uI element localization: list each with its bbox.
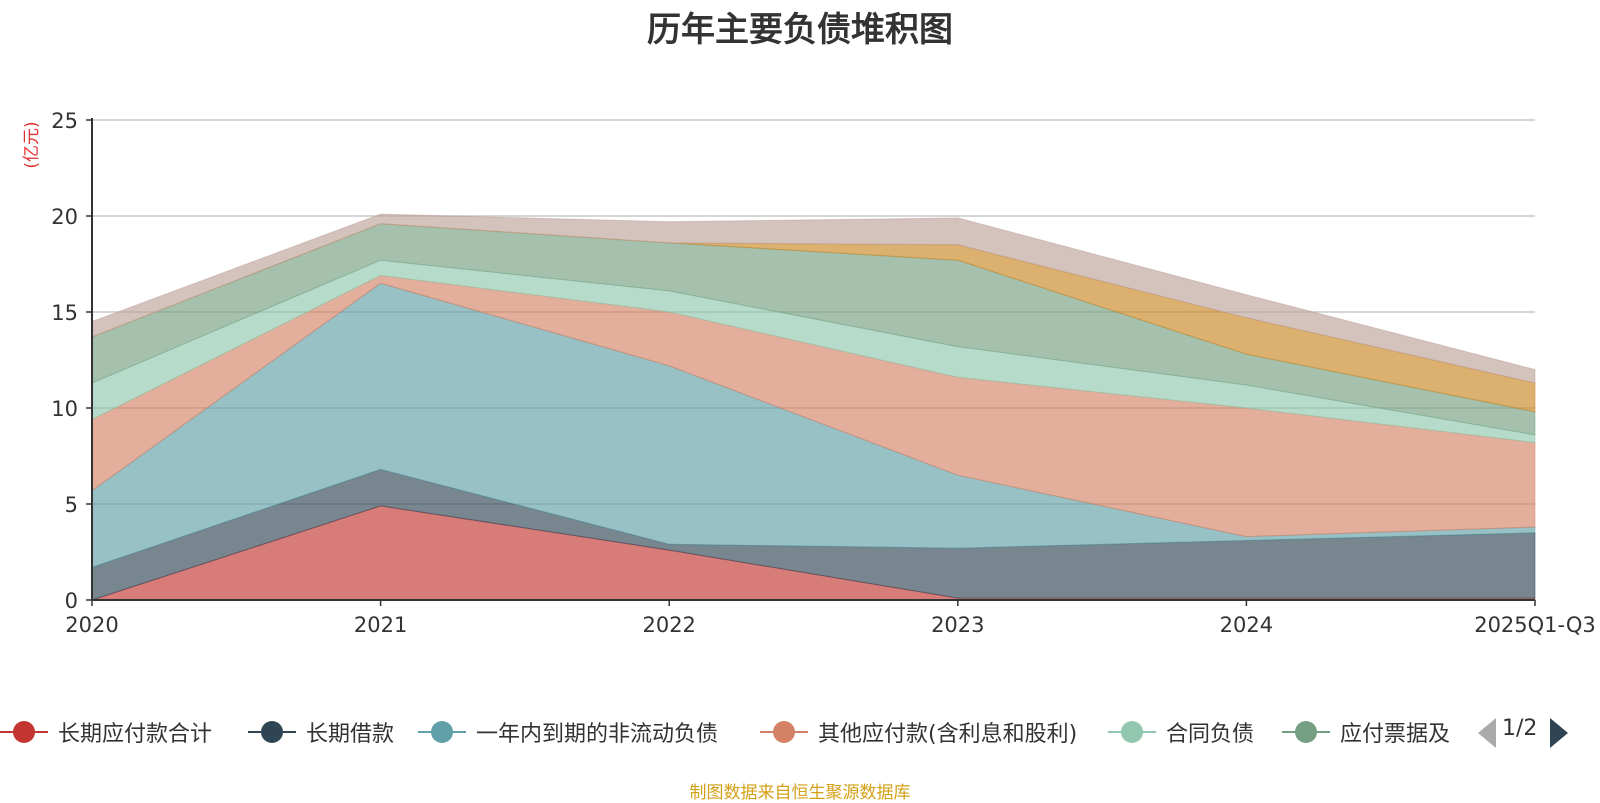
axis-layer: 0 5 10 15 20 25 2020 2021 2022 2023 2024 2025Q1-Q3 — [51, 109, 1596, 637]
legend-label: 长期借款 — [306, 722, 395, 747]
legend-item-current-portion-noncurrent[interactable]: 一年内到期的非流动负债 — [418, 712, 718, 752]
legend-next-icon[interactable] — [1550, 718, 1568, 748]
x-tick-label-2: 2022 — [642, 613, 695, 637]
legend-label: 一年内到期的非流动负债 — [476, 722, 719, 747]
x-tick-label-3: 2023 — [931, 613, 984, 637]
legend-symbol — [248, 719, 296, 745]
legend-pager: 1/2 — [1470, 712, 1600, 752]
data-source-note: 制图数据来自恒生聚源数据库 — [689, 783, 911, 803]
legend-item-notes-accounts-payable[interactable]: 应付票据及 — [1282, 712, 1450, 752]
y-tick-label-15: 15 — [51, 301, 78, 325]
legend-page-indicator: 1/2 — [1502, 716, 1538, 741]
area-layer — [91, 213, 1536, 601]
chart-title: 历年主要负债堆积图 — [647, 10, 953, 50]
y-axis-unit-label: (亿元) — [22, 121, 42, 168]
legend-symbol — [0, 719, 48, 745]
legend-symbol — [418, 719, 466, 745]
legend-item-other-payables[interactable]: 其他应付款(含利息和股利) — [760, 712, 1077, 752]
y-tick-label-0: 0 — [65, 589, 78, 613]
legend-symbol — [1282, 719, 1330, 745]
area-series-7[interactable] — [91, 213, 1536, 384]
legend-label: 其他应付款(含利息和股利) — [818, 722, 1078, 747]
y-tick-label-20: 20 — [51, 205, 78, 229]
legend-item-long-term-loans[interactable]: 长期借款 — [248, 712, 394, 752]
legend-symbol — [1108, 719, 1156, 745]
x-tick-label-4: 2024 — [1220, 613, 1273, 637]
legend: 长期应付款合计 长期借款 一年内到期的非流动负债 其他应付款(含利息和股利) 合… — [0, 712, 1470, 752]
legend-label: 长期应付款合计 — [58, 722, 213, 747]
legend-item-contract-liabilities[interactable]: 合同负债 — [1108, 712, 1254, 752]
x-tick-label-5: 2025Q1-Q3 — [1474, 613, 1596, 637]
legend-item-long-term-payables[interactable]: 长期应付款合计 — [0, 712, 212, 752]
y-tick-label-10: 10 — [51, 397, 78, 421]
legend-prev-icon[interactable] — [1478, 718, 1496, 748]
legend-label: 合同负债 — [1166, 722, 1255, 747]
y-tick-label-25: 25 — [51, 109, 78, 133]
legend-symbol — [760, 719, 808, 745]
legend-label: 应付票据及 — [1340, 722, 1451, 747]
x-tick-label-0: 2020 — [65, 613, 118, 637]
y-tick-label-5: 5 — [65, 493, 78, 517]
x-tick-label-1: 2021 — [354, 613, 407, 637]
